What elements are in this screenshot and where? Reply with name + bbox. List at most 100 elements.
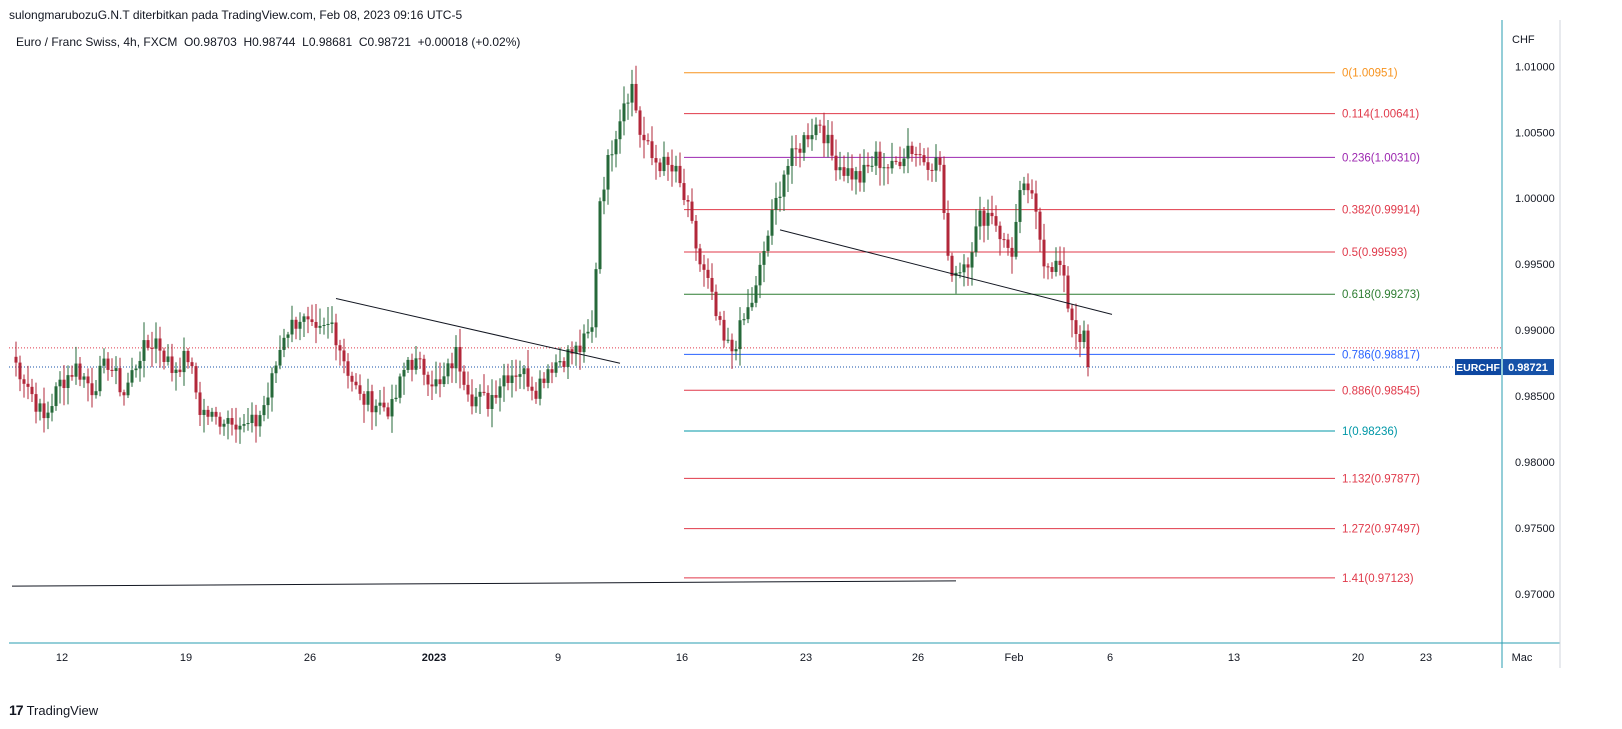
candle-body <box>1006 239 1010 248</box>
symbol-tag[interactable] <box>1455 359 1501 376</box>
candle-body <box>946 212 950 256</box>
candle-body <box>878 151 882 169</box>
fib-level-label: 1.272(0.97497) <box>1342 524 1420 536</box>
candle-body <box>670 164 674 172</box>
candle-body <box>138 360 142 369</box>
candle-body <box>662 156 666 172</box>
candle-body <box>106 358 110 370</box>
candle-body <box>986 212 990 226</box>
candle-body <box>754 285 758 303</box>
candle-body <box>194 366 198 393</box>
x-tick-label: 2023 <box>422 652 446 664</box>
candle-body <box>1030 190 1034 194</box>
candle-body <box>934 157 938 171</box>
candle-body <box>870 165 874 167</box>
legend-high: H0.98744 <box>243 35 296 49</box>
x-tick-label: 23 <box>800 652 812 664</box>
candle-body <box>618 121 622 140</box>
candle-body <box>614 139 618 155</box>
candle-body <box>26 383 30 387</box>
candle-body <box>746 307 750 320</box>
candle-body <box>310 319 314 322</box>
candle-body <box>914 154 918 156</box>
candle-body <box>762 250 766 265</box>
candle-body <box>978 210 982 227</box>
trendline[interactable] <box>11 580 957 587</box>
x-tick-label: 26 <box>304 652 316 664</box>
candle-body <box>358 385 362 394</box>
candle-body <box>302 316 306 322</box>
candle-body <box>154 338 158 349</box>
candle-body <box>750 302 754 308</box>
candle-body <box>414 358 418 370</box>
candle-body <box>738 320 742 350</box>
legend-symbol[interactable]: Euro / Franc Swiss, 4h, FXCM <box>16 35 178 49</box>
tradingview-branding[interactable]: 17 TradingView <box>9 702 98 718</box>
trendlines <box>11 229 1113 587</box>
candle-body <box>62 379 66 388</box>
y-tick-label: 0.99000 <box>1515 325 1555 337</box>
candle-body <box>294 319 298 329</box>
fib-level-label: 0.886(0.98545) <box>1342 385 1420 397</box>
fib-level-label: 1.132(0.97877) <box>1342 473 1420 485</box>
candle-body <box>974 226 978 253</box>
candle-body <box>498 386 502 398</box>
candle-body <box>726 339 730 341</box>
candle-body <box>534 390 538 399</box>
candle-body <box>222 423 226 427</box>
candle-body <box>998 225 1002 240</box>
candle-body <box>610 154 614 156</box>
candle-body <box>190 362 194 367</box>
candle-body <box>654 158 658 163</box>
candle-body <box>122 392 126 396</box>
candle-body <box>458 346 462 372</box>
candle-body <box>646 140 650 142</box>
candle-body <box>570 349 574 354</box>
candle-body <box>102 358 106 366</box>
legend-close: C0.98721 <box>358 35 411 49</box>
candle-body <box>770 209 774 236</box>
candle-body <box>1074 320 1078 335</box>
candle-body <box>466 384 470 395</box>
candle-body <box>918 154 922 156</box>
symbol-tag-text: EURCHF <box>1456 362 1500 374</box>
candle-body <box>346 361 350 376</box>
candle-body <box>958 272 962 274</box>
candle-body <box>1034 193 1038 212</box>
candle-body <box>406 359 410 370</box>
candle-body <box>830 134 834 156</box>
fib-level-label: 0.236(1.00310) <box>1342 152 1420 164</box>
fib-level-label: 0.382(0.99914) <box>1342 205 1420 217</box>
candle-body <box>494 395 498 398</box>
candle-body <box>94 391 98 396</box>
legend-change: +0.00018 (+0.02%) <box>417 35 521 49</box>
candle-body <box>558 361 562 363</box>
candle-body <box>354 381 358 386</box>
candle-body <box>426 374 430 385</box>
fib-level-label: 1(0.98236) <box>1342 426 1398 438</box>
y-tick-label: 1.00500 <box>1515 127 1555 139</box>
candle-body <box>714 291 718 317</box>
trendline[interactable] <box>335 298 621 364</box>
candle-body <box>718 316 722 320</box>
candle-body <box>622 103 626 122</box>
trendline[interactable] <box>779 229 1113 315</box>
fib-level-label: 0.618(0.99273) <box>1342 289 1420 301</box>
publish-header: sulongmarubozuG.N.T diterbitkan pada Tra… <box>9 8 463 22</box>
candle-body <box>922 155 926 163</box>
candle-body <box>1042 239 1046 267</box>
candle-body <box>206 409 210 417</box>
candle-body <box>330 322 334 324</box>
candle-body <box>962 264 966 273</box>
candle-body <box>938 157 942 165</box>
candle-body <box>690 201 694 221</box>
candle-body <box>810 135 814 140</box>
candle-body <box>286 334 290 338</box>
last-price-tag <box>1503 359 1554 376</box>
candle-body <box>542 378 546 383</box>
fib-level-label: 0(1.00951) <box>1342 68 1398 80</box>
candle-body <box>278 349 282 366</box>
candle-body <box>270 373 274 398</box>
candle-body <box>1046 266 1050 268</box>
